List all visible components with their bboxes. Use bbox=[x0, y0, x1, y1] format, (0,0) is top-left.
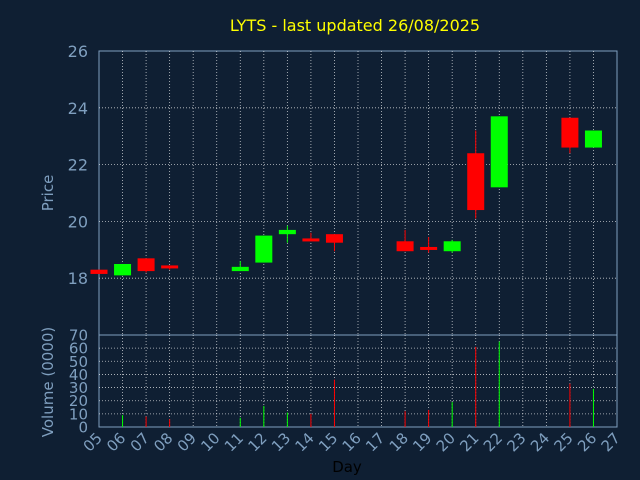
chart-title: LYTS - last updated 26/08/2025 bbox=[230, 16, 480, 35]
candle bbox=[278, 225, 296, 243]
x-tick-label: 23 bbox=[503, 429, 529, 455]
x-axis-label: Day bbox=[332, 458, 362, 476]
volume-tick-label: 20 bbox=[69, 392, 88, 410]
candle bbox=[490, 116, 508, 188]
candle-body bbox=[325, 234, 343, 243]
price-tick-label: 18 bbox=[68, 269, 88, 288]
x-tick-label: 13 bbox=[268, 429, 294, 455]
x-tick-label: 24 bbox=[527, 429, 553, 455]
candle bbox=[561, 117, 579, 154]
price-tick-label: 20 bbox=[68, 212, 88, 231]
volume-tick-label: 10 bbox=[69, 405, 88, 423]
x-tick-label: 27 bbox=[598, 429, 624, 455]
x-tick-label: 26 bbox=[574, 429, 600, 455]
x-tick-label: 22 bbox=[480, 429, 506, 455]
price-axis-label: Price bbox=[39, 175, 57, 212]
price-tick-label: 22 bbox=[68, 156, 88, 175]
candle-body bbox=[490, 116, 508, 188]
x-tick-label: 19 bbox=[409, 429, 435, 455]
x-tick-label: 20 bbox=[433, 429, 459, 455]
x-tick-label: 08 bbox=[150, 429, 176, 455]
volume-tick-label: 0 bbox=[78, 419, 88, 437]
x-tick-label: 16 bbox=[339, 429, 365, 455]
candle bbox=[137, 258, 155, 273]
candle-body bbox=[396, 241, 414, 252]
candle-body bbox=[255, 235, 273, 263]
candle bbox=[231, 261, 249, 272]
x-tick-label: 09 bbox=[174, 429, 200, 455]
volume-tick-label: 50 bbox=[69, 353, 88, 371]
candle bbox=[255, 235, 273, 263]
candle-body bbox=[161, 265, 179, 269]
candle-body bbox=[278, 229, 296, 235]
candle-body bbox=[302, 238, 320, 242]
candle-body bbox=[443, 241, 461, 252]
candle-body bbox=[561, 117, 579, 148]
volume-tick-label: 60 bbox=[69, 340, 88, 358]
volume-tick-label: 40 bbox=[69, 366, 88, 384]
price-panel: 18 20 22 24 26 bbox=[68, 42, 618, 336]
candle bbox=[584, 130, 602, 148]
candle-body bbox=[90, 269, 108, 274]
x-tick-label: 17 bbox=[362, 429, 388, 455]
candle-body bbox=[114, 264, 132, 276]
candle bbox=[396, 229, 414, 252]
candle-body bbox=[137, 258, 155, 272]
price-tick-label: 26 bbox=[68, 42, 88, 61]
candle bbox=[325, 234, 343, 252]
candle-body bbox=[420, 246, 438, 250]
x-tick-labels: 0506070809101112131415161718192021222324… bbox=[80, 429, 624, 455]
candle bbox=[90, 269, 108, 274]
price-tick-label: 24 bbox=[68, 99, 88, 118]
candle bbox=[467, 130, 485, 219]
candle bbox=[420, 237, 438, 253]
x-tick-label: 25 bbox=[551, 429, 577, 455]
x-tick-label: 15 bbox=[315, 429, 341, 455]
volume-tick-label: 30 bbox=[69, 379, 88, 397]
x-tick-label: 06 bbox=[103, 429, 129, 455]
candle bbox=[302, 232, 320, 242]
x-tick-label: 12 bbox=[244, 429, 270, 455]
candle-body bbox=[584, 130, 602, 148]
volume-tick-label: 70 bbox=[69, 327, 88, 345]
x-tick-label: 21 bbox=[456, 429, 482, 455]
candle bbox=[114, 264, 132, 276]
candle bbox=[443, 239, 461, 253]
x-tick-label: 07 bbox=[127, 429, 153, 455]
volume-axis-label: Volume (0000) bbox=[39, 327, 57, 437]
x-tick-label: 18 bbox=[386, 429, 412, 455]
x-tick-label: 11 bbox=[221, 429, 247, 455]
candle bbox=[161, 265, 179, 270]
candle-body bbox=[467, 153, 485, 211]
candle-body bbox=[231, 266, 249, 272]
x-tick-label: 10 bbox=[197, 429, 223, 455]
x-tick-label: 14 bbox=[292, 429, 318, 455]
